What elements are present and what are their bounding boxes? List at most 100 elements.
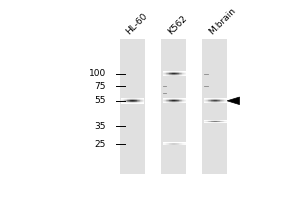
- Bar: [176, 72, 177, 73]
- Bar: [171, 71, 172, 72]
- Bar: [124, 99, 125, 100]
- Bar: [217, 98, 218, 99]
- Bar: [164, 99, 165, 100]
- Bar: [173, 73, 174, 74]
- Bar: [134, 101, 135, 102]
- Bar: [175, 102, 176, 103]
- Bar: [226, 98, 227, 99]
- Bar: [166, 73, 167, 74]
- Bar: [132, 101, 133, 102]
- Bar: [182, 72, 183, 73]
- Bar: [141, 99, 142, 100]
- Bar: [142, 99, 144, 100]
- Bar: [171, 102, 172, 103]
- Bar: [208, 101, 209, 102]
- Bar: [123, 99, 124, 100]
- Bar: [121, 98, 122, 99]
- Bar: [219, 122, 220, 123]
- Bar: [130, 100, 131, 101]
- Bar: [208, 100, 209, 101]
- Bar: [184, 75, 186, 76]
- Bar: [163, 72, 164, 73]
- Bar: [184, 99, 186, 100]
- Bar: [172, 99, 173, 100]
- Bar: [183, 143, 184, 144]
- Bar: [165, 142, 166, 143]
- Bar: [169, 101, 170, 102]
- Bar: [169, 98, 170, 99]
- Bar: [179, 143, 180, 144]
- Bar: [163, 100, 164, 101]
- Bar: [221, 98, 222, 99]
- Bar: [163, 142, 164, 143]
- Bar: [209, 102, 210, 103]
- Bar: [136, 100, 137, 101]
- Bar: [226, 121, 227, 122]
- Bar: [184, 73, 185, 74]
- Bar: [210, 102, 211, 103]
- Bar: [177, 75, 178, 76]
- Bar: [173, 73, 174, 74]
- Bar: [167, 75, 168, 76]
- Bar: [124, 99, 125, 100]
- Bar: [225, 99, 226, 100]
- Bar: [137, 99, 138, 100]
- Bar: [127, 98, 128, 99]
- Bar: [206, 121, 207, 122]
- Bar: [210, 102, 211, 103]
- Bar: [128, 98, 129, 99]
- Bar: [163, 74, 164, 75]
- Bar: [163, 102, 164, 103]
- Bar: [142, 103, 143, 104]
- Bar: [174, 71, 175, 72]
- Bar: [170, 144, 171, 145]
- Bar: [166, 143, 167, 144]
- Bar: [168, 98, 169, 99]
- Bar: [205, 102, 206, 103]
- Bar: [172, 101, 173, 102]
- Bar: [136, 98, 138, 99]
- Bar: [220, 120, 221, 121]
- Bar: [177, 72, 178, 73]
- Bar: [211, 102, 212, 103]
- Bar: [204, 98, 205, 99]
- Bar: [179, 71, 180, 72]
- Bar: [214, 122, 215, 123]
- Bar: [166, 99, 167, 100]
- Bar: [142, 99, 143, 100]
- Bar: [172, 73, 173, 74]
- Bar: [140, 103, 141, 104]
- Bar: [211, 120, 212, 121]
- Bar: [223, 100, 224, 101]
- Bar: [166, 75, 167, 76]
- Bar: [130, 103, 131, 104]
- Bar: [225, 98, 226, 99]
- Bar: [123, 100, 124, 101]
- Bar: [175, 72, 176, 73]
- Bar: [210, 98, 211, 99]
- Bar: [212, 120, 213, 121]
- Bar: [132, 101, 133, 102]
- Bar: [169, 143, 170, 144]
- Bar: [169, 100, 170, 101]
- Bar: [166, 98, 167, 99]
- Bar: [214, 121, 215, 122]
- Bar: [225, 98, 226, 99]
- Bar: [184, 144, 185, 145]
- Bar: [219, 121, 220, 122]
- Bar: [208, 120, 209, 121]
- Bar: [130, 101, 131, 102]
- Bar: [205, 120, 206, 121]
- Bar: [212, 122, 213, 123]
- Text: M.brain: M.brain: [207, 6, 237, 36]
- Bar: [139, 101, 140, 102]
- Bar: [208, 102, 209, 103]
- Bar: [178, 102, 179, 103]
- Bar: [218, 120, 219, 121]
- Bar: [207, 100, 208, 101]
- Bar: [225, 100, 226, 101]
- Bar: [173, 142, 174, 143]
- Bar: [169, 99, 170, 100]
- Bar: [220, 98, 221, 99]
- Bar: [137, 101, 138, 102]
